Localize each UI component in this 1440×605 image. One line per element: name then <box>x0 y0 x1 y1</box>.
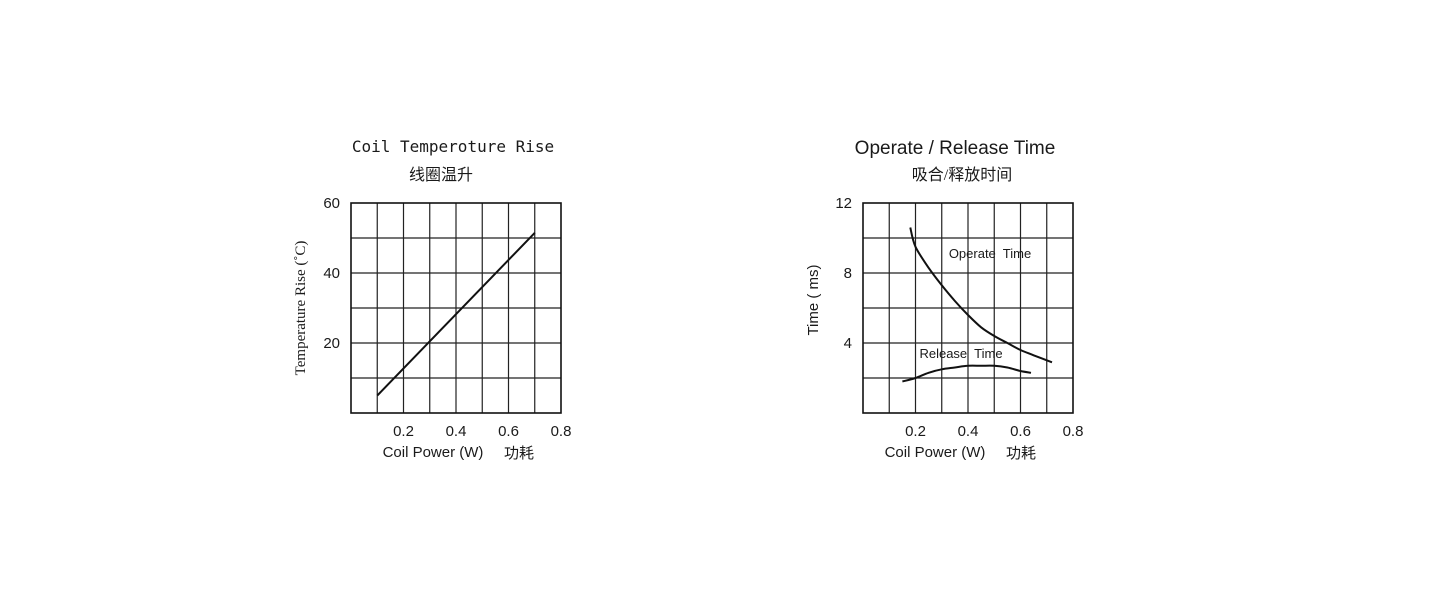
x-tick-label: 0.6 <box>1010 423 1031 440</box>
chart-title: Operate / Release Time <box>855 138 1056 159</box>
temperature-rise-chart: Coil Temperoture Rise 线圈温升 0.2 0.4 0.6 0.8 2… <box>293 137 571 462</box>
series-line-series-0 <box>376 232 536 397</box>
series-label-operate: Operate Time <box>949 246 1031 261</box>
operate-release-time-chart: Operate / Release Time 吸合/释放时间 0.2 0.4 0.6… <box>805 138 1083 462</box>
y-axis-label: Time ( ms) <box>805 264 822 335</box>
x-axis-label-cn: 功耗 <box>1006 445 1036 462</box>
x-tick-label: 0.4 <box>446 423 467 440</box>
series-line-operate-time <box>909 227 1053 364</box>
x-axis-label: Coil Power (W) <box>885 444 986 461</box>
y-tick-label: 12 <box>835 195 852 212</box>
plot-frame <box>350 202 562 414</box>
x-tick-label: 0.8 <box>551 423 572 440</box>
plot-area: 0.2 0.4 0.6 0.8 4 8 12 <box>835 195 1083 440</box>
y-tick-label: 4 <box>844 335 852 352</box>
x-axis-label-cn: 功耗 <box>504 445 534 462</box>
x-axis-label: Coil Power (W) <box>383 444 484 461</box>
series-label-release: Release Time <box>919 346 1002 361</box>
x-tick-label: 0.2 <box>905 423 926 440</box>
y-axis-label: Temperature Rise (˚C) <box>293 241 309 376</box>
y-tick-label: 20 <box>323 335 340 352</box>
y-tick-label: 60 <box>323 195 340 212</box>
series-line-release-time <box>902 364 1032 383</box>
x-tick-label: 0.2 <box>393 423 414 440</box>
chart-subtitle: 线圈温升 <box>409 166 473 184</box>
plot-frame <box>862 202 1074 414</box>
x-tick-label: 0.6 <box>498 423 519 440</box>
chart-title: Coil Temperoture Rise <box>352 137 554 156</box>
plot-area: 0.2 0.4 0.6 0.8 20 40 60 <box>323 195 571 440</box>
y-tick-label: 40 <box>323 265 340 282</box>
chart-subtitle: 吸合/释放时间 <box>912 166 1012 184</box>
x-tick-label: 0.8 <box>1063 423 1084 440</box>
y-tick-label: 8 <box>844 265 852 282</box>
x-tick-label: 0.4 <box>958 423 979 440</box>
